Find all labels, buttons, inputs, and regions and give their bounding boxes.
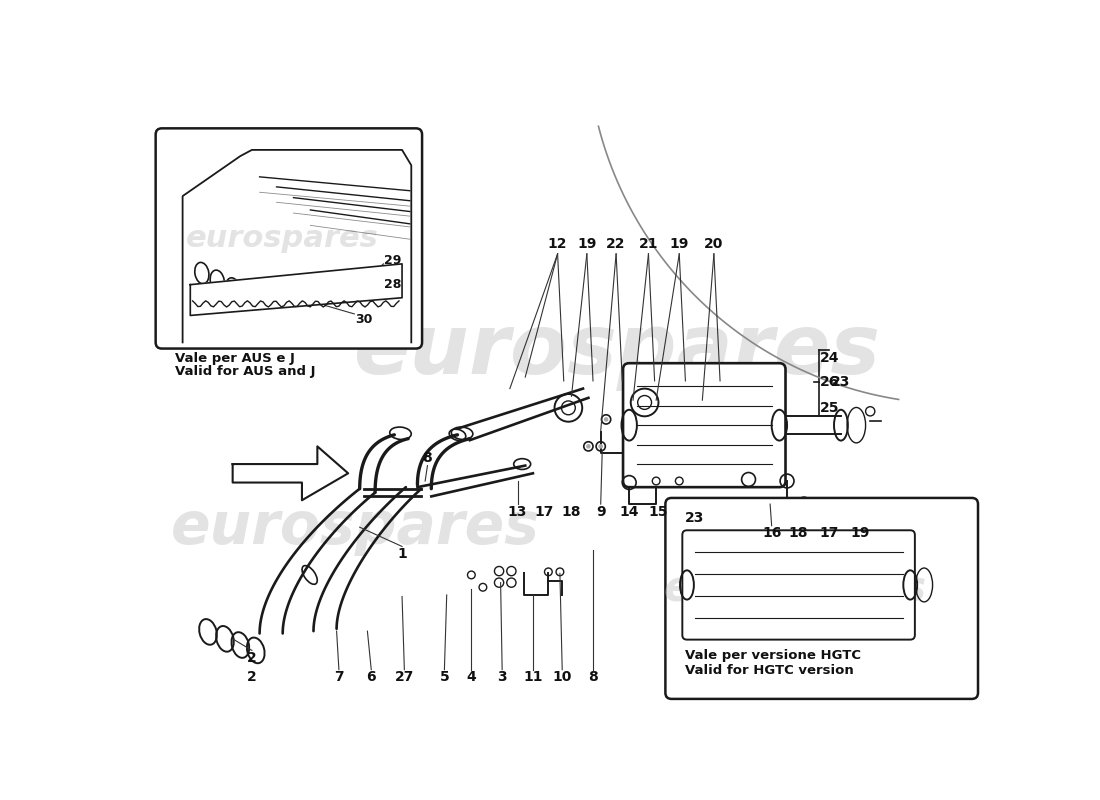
Text: 21: 21 — [639, 237, 658, 251]
Text: 24: 24 — [820, 350, 839, 365]
Circle shape — [604, 417, 608, 422]
Text: 19: 19 — [578, 237, 596, 251]
Circle shape — [586, 444, 591, 449]
Text: 3: 3 — [497, 670, 507, 684]
Text: 19: 19 — [850, 526, 870, 540]
Text: 25: 25 — [820, 401, 839, 415]
Text: eurospares: eurospares — [186, 224, 380, 253]
Text: 12: 12 — [548, 237, 568, 251]
Text: 30: 30 — [355, 313, 372, 326]
Text: 28: 28 — [384, 278, 402, 291]
Text: Valid for AUS and J: Valid for AUS and J — [175, 366, 316, 378]
Text: 20: 20 — [704, 237, 724, 251]
Text: 15: 15 — [648, 505, 668, 519]
Text: eurospares: eurospares — [172, 498, 540, 556]
FancyBboxPatch shape — [623, 363, 785, 487]
Text: 10: 10 — [552, 670, 572, 684]
Text: 18: 18 — [562, 505, 581, 519]
Text: 14: 14 — [619, 505, 639, 519]
Text: 5: 5 — [440, 670, 449, 684]
Text: 17: 17 — [820, 526, 839, 540]
Text: 17: 17 — [535, 505, 554, 519]
Text: Vale per versione HGTC: Vale per versione HGTC — [685, 649, 861, 662]
Text: 8: 8 — [588, 670, 598, 684]
Text: Vale per AUS e J: Vale per AUS e J — [175, 352, 295, 365]
Text: 26: 26 — [820, 375, 839, 390]
Text: 6: 6 — [366, 670, 376, 684]
Text: 19: 19 — [670, 237, 689, 251]
Text: 13: 13 — [508, 505, 527, 519]
Polygon shape — [190, 264, 403, 315]
Text: 7: 7 — [334, 670, 343, 684]
Text: 2: 2 — [248, 670, 256, 684]
Text: 16: 16 — [762, 526, 781, 540]
FancyBboxPatch shape — [156, 128, 422, 349]
Circle shape — [598, 444, 603, 449]
Text: 23: 23 — [832, 375, 850, 390]
Text: 4: 4 — [466, 670, 476, 684]
FancyBboxPatch shape — [666, 498, 978, 699]
Text: 22: 22 — [606, 237, 626, 251]
Text: 23: 23 — [685, 511, 704, 525]
Text: 8: 8 — [422, 451, 432, 465]
Text: Valid for HGTC version: Valid for HGTC version — [685, 664, 855, 678]
Text: 27: 27 — [395, 670, 414, 684]
Polygon shape — [233, 446, 348, 500]
Text: 2: 2 — [248, 651, 256, 665]
FancyBboxPatch shape — [682, 530, 915, 640]
Text: 1: 1 — [397, 547, 407, 561]
Text: eurospares: eurospares — [663, 568, 926, 610]
Text: 11: 11 — [524, 670, 542, 684]
Text: 29: 29 — [384, 254, 402, 266]
Text: eurospares: eurospares — [354, 310, 881, 390]
Text: 9: 9 — [596, 505, 605, 519]
Text: 18: 18 — [789, 526, 808, 540]
